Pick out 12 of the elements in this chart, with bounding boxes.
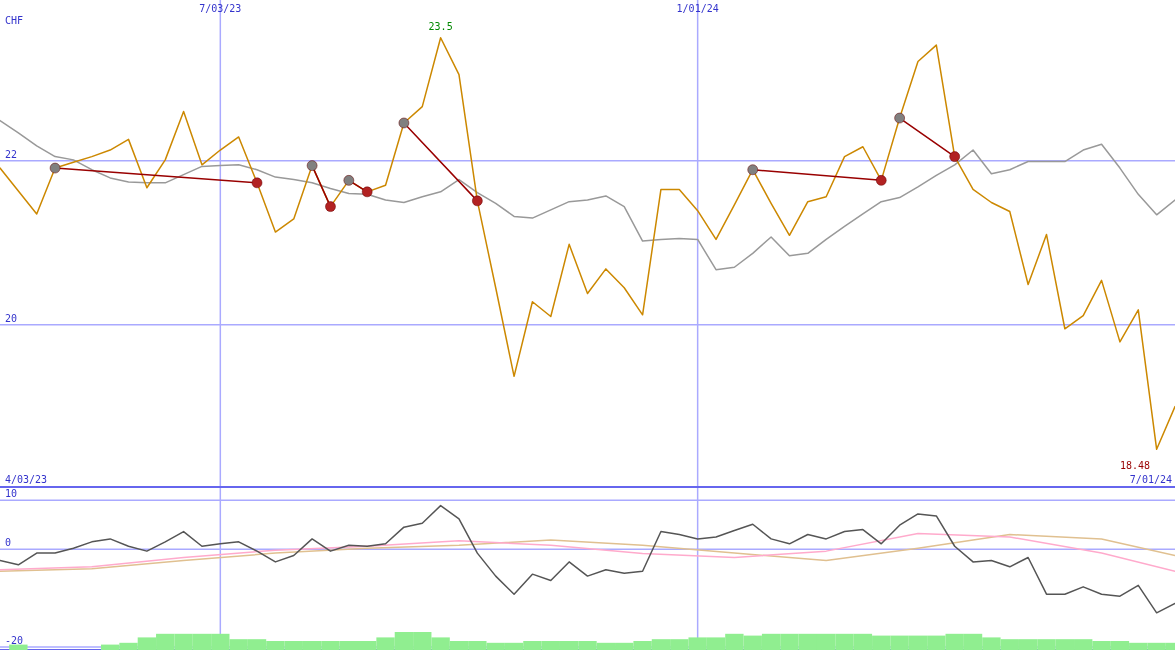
x-tick-label: 1/01/24 bbox=[676, 3, 719, 14]
annotation: 4/03/23 bbox=[5, 474, 48, 485]
y-tick-label: 10 bbox=[5, 488, 18, 500]
annotation: 23.5 bbox=[428, 20, 453, 32]
annotation: 18.48 bbox=[1119, 460, 1151, 472]
y-tick-label: 22 bbox=[5, 148, 18, 160]
annotation: 7/01/24 bbox=[1129, 474, 1172, 485]
y-tick-label: 0 bbox=[5, 537, 12, 549]
y-tick-label: -20 bbox=[5, 635, 24, 647]
x-tick-label: 7/03/23 bbox=[199, 3, 242, 14]
y-tick-label: 20 bbox=[5, 312, 18, 324]
y-axis-title: CHF bbox=[5, 15, 24, 26]
